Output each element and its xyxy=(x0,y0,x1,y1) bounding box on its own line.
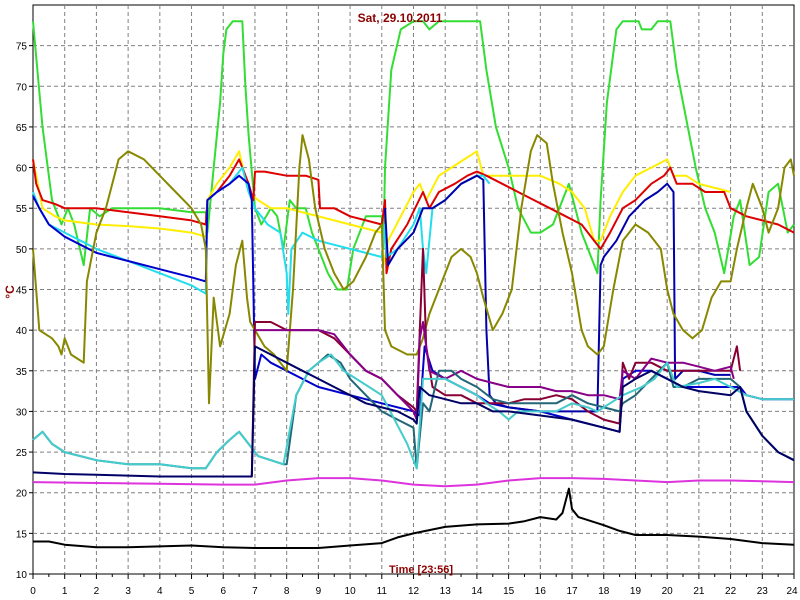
x-tick-label: 19 xyxy=(630,586,642,597)
y-tick-label: 40 xyxy=(16,326,28,337)
x-tick-label: 17 xyxy=(566,586,578,597)
x-tick-label: 4 xyxy=(157,586,163,597)
x-tick-label: 22 xyxy=(725,586,737,597)
axis-group: 0 1 2 3 4 5 6 7 8 9 10 11 12 13 14 15 16 17 18 19 20 21 22 23 24… xyxy=(16,42,798,597)
x-tick-label: 5 xyxy=(189,586,195,597)
x-tick-label: 13 xyxy=(440,586,452,597)
y-tick-label: 25 xyxy=(16,448,28,459)
x-tick-label: 24 xyxy=(786,586,798,597)
y-tick-label: 30 xyxy=(16,407,28,418)
y-tick-label: 15 xyxy=(16,529,28,540)
x-tick-label: 16 xyxy=(535,586,547,597)
x-tick-label: 14 xyxy=(471,586,483,597)
x-tick-label: 15 xyxy=(503,586,515,597)
x-tick-label: 6 xyxy=(220,586,226,597)
y-tick-label: 10 xyxy=(16,570,28,581)
series-line-12 xyxy=(32,345,795,478)
x-axis-label: Time [23:56] xyxy=(389,564,453,576)
series-line-11 xyxy=(32,353,794,470)
y-tick-label: 55 xyxy=(16,204,28,215)
y-tick-label: 65 xyxy=(16,123,28,134)
y-tick-label: 75 xyxy=(16,42,28,53)
y-tick-label: 50 xyxy=(16,245,28,256)
x-tick-label: 23 xyxy=(757,586,769,597)
chart-title: Sat, 29.10.2011 xyxy=(358,11,443,25)
series-group xyxy=(32,20,795,549)
series-line-8 xyxy=(250,247,742,477)
x-tick-label: 0 xyxy=(30,586,36,597)
x-tick-label: 7 xyxy=(252,586,258,597)
x-tick-label: 11 xyxy=(377,586,388,597)
y-tick-label: 70 xyxy=(16,82,28,93)
x-tick-label: 20 xyxy=(662,586,674,597)
series-line-14 xyxy=(33,487,795,549)
x-tick-label: 1 xyxy=(62,586,68,597)
series-line-13 xyxy=(32,477,795,488)
y-tick-label: 20 xyxy=(16,489,28,500)
series-line-9 xyxy=(255,321,735,421)
x-tick-label: 21 xyxy=(693,586,705,597)
y-axis-label: °C xyxy=(3,285,17,299)
series-line-3 xyxy=(32,158,795,275)
x-tick-label: 9 xyxy=(316,586,322,597)
x-tick-label: 12 xyxy=(408,586,420,597)
x-tick-label: 3 xyxy=(125,586,131,597)
y-tick-label: 60 xyxy=(16,164,28,175)
x-tick-label: 8 xyxy=(284,586,290,597)
x-tick-label: 18 xyxy=(598,586,610,597)
y-tick-label: 35 xyxy=(16,367,28,378)
series-line-7 xyxy=(32,134,795,405)
y-tick-label: 45 xyxy=(16,286,28,297)
x-tick-label: 2 xyxy=(94,586,100,597)
x-tick-label: 10 xyxy=(345,586,357,597)
series-line-4 xyxy=(32,166,491,315)
